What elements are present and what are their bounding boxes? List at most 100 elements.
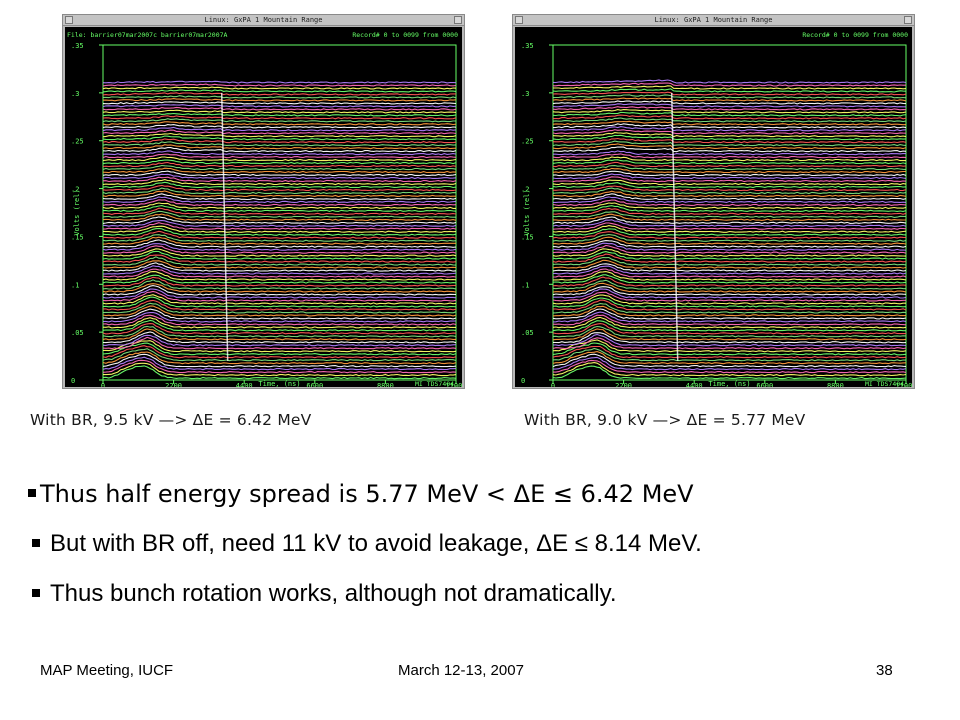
trace-line <box>552 159 907 165</box>
y-tick-label: .05 <box>521 329 534 337</box>
y-tick-label: .15 <box>521 233 534 241</box>
trace-line <box>102 80 457 84</box>
x-tick-label: 6600 <box>756 382 773 387</box>
trace-line <box>102 92 456 96</box>
window-menu-button[interactable] <box>515 16 523 24</box>
trace-line <box>552 134 907 141</box>
trace-line <box>102 86 457 90</box>
window-title: Linux: GxPA 1 Mountain Range <box>204 16 323 24</box>
trace-line <box>552 347 907 362</box>
trace-line <box>102 216 457 224</box>
trace-line <box>102 234 457 242</box>
trace-line <box>552 351 907 365</box>
trace-line <box>552 325 907 338</box>
trace-line <box>552 190 907 198</box>
y-tick-label: .2 <box>521 186 529 194</box>
record-label: Record# 0 to 0099 from 0000 <box>802 31 908 39</box>
trace-line <box>552 211 907 218</box>
trace-line <box>102 250 457 260</box>
trace-line <box>552 111 907 117</box>
bullet-square-icon <box>32 588 40 597</box>
trace-line <box>102 173 457 180</box>
trace-line <box>552 219 907 227</box>
x-tick-label: 2200 <box>615 382 632 387</box>
x-tick-label: 0 <box>101 382 105 387</box>
scope-window-right[interactable]: Linux: GxPA 1 Mountain Range Record# 0 t… <box>512 14 915 389</box>
trace-line <box>552 279 907 290</box>
trace-line <box>102 98 457 102</box>
trace-line <box>552 253 907 263</box>
trace-line <box>552 316 907 329</box>
bullet-text: Thus bunch rotation works, although not … <box>50 580 617 607</box>
trace-line <box>552 323 907 335</box>
trace-line <box>102 236 456 245</box>
trace-line <box>102 345 457 359</box>
trace-line <box>102 118 456 123</box>
y-tick-label: .3 <box>521 90 529 98</box>
trace-line <box>102 331 457 344</box>
trace-line <box>552 333 907 347</box>
trace-line <box>102 129 457 135</box>
bullet-square-icon <box>32 538 40 547</box>
window-titlebar[interactable]: Linux: GxPA 1 Mountain Range <box>513 15 914 26</box>
trace-line <box>552 248 907 257</box>
trace-line <box>552 100 907 105</box>
trace-line <box>552 251 907 260</box>
trace-line <box>552 103 906 108</box>
bunch-edge <box>670 92 679 361</box>
trace-line <box>552 233 907 242</box>
trace-line <box>102 323 457 335</box>
trace-line <box>552 265 907 275</box>
trace-line <box>552 311 907 323</box>
trace-line <box>102 219 457 227</box>
trace-line <box>102 89 457 93</box>
window-maximize-button[interactable] <box>904 16 912 24</box>
plot-frame <box>102 44 457 381</box>
trace-line <box>102 83 457 87</box>
trace-line <box>102 288 457 299</box>
trace-line <box>552 146 907 153</box>
x-tick-label: 2200 <box>165 382 182 387</box>
scope-window-left[interactable]: Linux: GxPA 1 Mountain Range File: barri… <box>62 14 465 389</box>
window-titlebar[interactable]: Linux: GxPA 1 Mountain Range <box>63 15 464 26</box>
x-tick-label: 4400 <box>686 382 703 387</box>
window-menu-button[interactable] <box>65 16 73 24</box>
trace-line <box>102 104 457 108</box>
x-axis-label: Time, (ns) <box>708 380 750 387</box>
trace-line <box>552 170 907 177</box>
trace-line <box>102 161 457 168</box>
x-tick-label: 11000 <box>895 382 912 387</box>
trace-line <box>552 167 906 174</box>
trace-line <box>552 126 907 132</box>
trace-line <box>552 297 907 308</box>
bullet-text: Thus half energy spread is 5.77 MeV < ΔE… <box>40 480 694 508</box>
trace-line <box>552 305 907 317</box>
trace-line <box>552 328 907 341</box>
y-axis-label: Volts (rel) <box>523 189 531 235</box>
trace-line <box>553 356 907 371</box>
trace-line <box>102 184 457 192</box>
x-tick-label: 4400 <box>236 382 253 387</box>
trace-line <box>103 308 457 320</box>
trace-line <box>102 340 457 353</box>
y-tick-label: .1 <box>71 281 79 289</box>
window-maximize-button[interactable] <box>454 16 462 24</box>
trace-line <box>552 120 907 126</box>
trace-line <box>552 362 907 377</box>
trace-line <box>103 205 457 212</box>
bullet-square-icon <box>28 489 36 497</box>
trace-line <box>102 153 457 159</box>
trace-line <box>103 265 457 275</box>
trace-line <box>102 328 456 341</box>
trace-line <box>102 210 456 218</box>
y-axis-label: Volts (rel) <box>73 189 81 235</box>
trace-line <box>553 150 906 156</box>
trace-line <box>102 359 457 374</box>
trace-line <box>102 106 457 111</box>
trace-line <box>102 225 457 233</box>
trace-line <box>553 85 907 90</box>
trace-line <box>553 236 907 245</box>
trace-line <box>102 365 457 380</box>
trace-line <box>102 179 457 186</box>
trace-line <box>552 137 907 144</box>
